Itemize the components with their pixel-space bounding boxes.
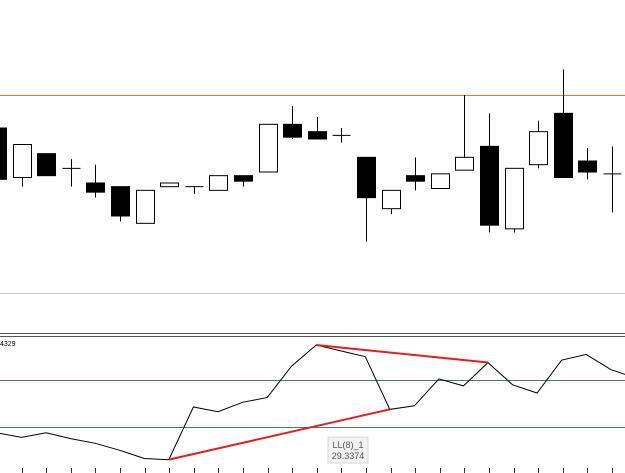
candle xyxy=(603,146,622,213)
candle-body xyxy=(234,175,253,182)
candle xyxy=(431,173,450,189)
candle xyxy=(160,182,179,188)
candles-group xyxy=(0,69,622,242)
candle-body xyxy=(455,156,474,171)
candle-body xyxy=(283,123,302,138)
tooltip-value: 29.3374 xyxy=(332,451,365,461)
oscillator-label: 4329 xyxy=(0,341,16,348)
candle-body xyxy=(505,167,524,230)
candle-body xyxy=(111,186,130,217)
candle xyxy=(382,189,401,215)
candle-body xyxy=(382,189,401,210)
candle xyxy=(0,127,7,180)
candle-body xyxy=(578,160,597,173)
candle-body xyxy=(308,131,327,140)
candle xyxy=(283,106,302,139)
candle xyxy=(406,157,425,191)
divergence-line xyxy=(316,344,489,364)
price-pane[interactable] xyxy=(0,69,625,242)
time-axis-ticks xyxy=(22,468,613,473)
candle-body xyxy=(480,145,499,226)
candle xyxy=(455,95,474,171)
candle-body xyxy=(13,144,32,178)
candle-body xyxy=(160,182,179,188)
tooltip-name: LL(8)_1 xyxy=(332,440,363,450)
candle xyxy=(62,159,81,187)
candle-body xyxy=(357,156,376,199)
candle xyxy=(554,69,573,178)
candle xyxy=(505,167,524,233)
candle-body xyxy=(209,175,228,191)
candle-body xyxy=(259,123,278,173)
candle xyxy=(37,153,56,177)
candle xyxy=(357,156,376,242)
oscillator-pane[interactable]: 4329 LL(8)_1 29.3374 xyxy=(0,341,625,473)
candle xyxy=(234,175,253,187)
candle xyxy=(111,186,130,222)
candle xyxy=(480,113,499,233)
candle xyxy=(308,117,327,140)
candle-body xyxy=(37,153,56,177)
candle xyxy=(529,120,548,169)
candle-body xyxy=(0,127,7,180)
candle xyxy=(578,148,597,180)
candle xyxy=(86,164,105,198)
tooltip-box xyxy=(327,436,369,464)
candle-body xyxy=(431,173,450,189)
candle xyxy=(209,175,228,191)
candle xyxy=(136,189,155,224)
candle-body xyxy=(406,175,425,182)
oscillator-line xyxy=(0,344,625,461)
candle-body xyxy=(529,131,548,166)
level-lines xyxy=(0,380,625,428)
candle xyxy=(259,123,278,173)
candle xyxy=(185,186,204,194)
candle xyxy=(13,144,32,187)
candle xyxy=(332,128,351,143)
candle-body xyxy=(86,182,105,193)
divergence-line xyxy=(168,408,391,461)
candle-body xyxy=(554,112,573,178)
divergence-lines xyxy=(168,344,489,461)
candle-body xyxy=(136,189,155,224)
value-tooltip: LL(8)_1 29.3374 xyxy=(327,436,369,464)
